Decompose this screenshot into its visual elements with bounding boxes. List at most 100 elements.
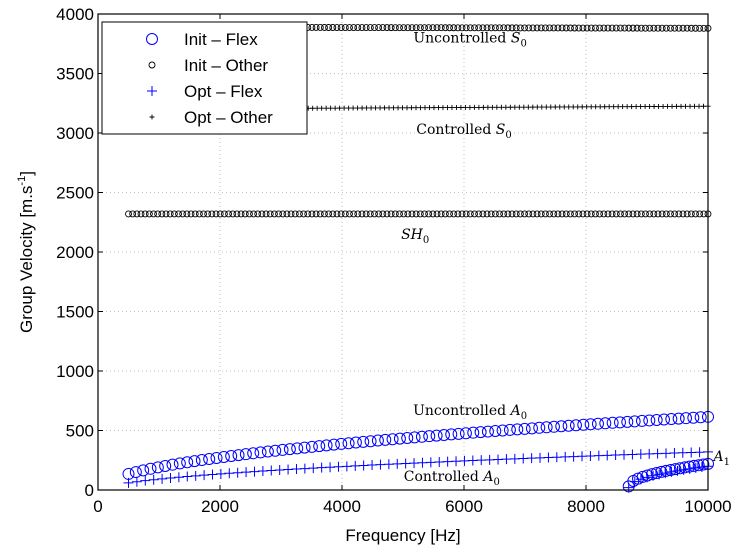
data-point (454, 24, 462, 32)
data-point (669, 103, 675, 109)
data-point (368, 105, 374, 111)
data-point (453, 105, 459, 111)
data-point (354, 210, 362, 218)
data-point (212, 210, 220, 218)
data-point (611, 104, 617, 110)
data-point (646, 24, 654, 32)
data-point (332, 105, 338, 111)
data-point (508, 210, 516, 218)
data-point (637, 24, 645, 32)
data-point (239, 448, 252, 461)
data-point (308, 210, 316, 218)
data-point (383, 210, 391, 218)
data-point (426, 105, 432, 111)
data-point (496, 424, 509, 437)
data-point (557, 104, 563, 110)
data-point (525, 422, 538, 435)
annotation-subscript: 0 (520, 39, 526, 50)
data-point (672, 412, 685, 425)
annotation-symbol: SH (401, 227, 424, 243)
data-point (541, 210, 549, 218)
data-point (669, 448, 680, 459)
data-point (471, 24, 478, 32)
data-point (359, 105, 365, 111)
data-point (467, 455, 478, 466)
data-point (313, 440, 326, 453)
data-point (283, 464, 294, 475)
data-point (619, 449, 630, 460)
data-point (675, 24, 683, 32)
data-point (541, 24, 549, 32)
data-point (566, 210, 574, 218)
x-tick-label: 10000 (684, 497, 731, 516)
annotation-label: Controlled A0 (404, 469, 500, 488)
data-point (476, 455, 487, 466)
data-point (429, 24, 437, 32)
data-point (604, 210, 612, 218)
legend-label: Init – Other (184, 56, 268, 75)
data-point (333, 210, 341, 218)
data-point (575, 210, 583, 218)
data-point (484, 454, 495, 465)
data-point (555, 420, 568, 433)
data-point (316, 24, 324, 31)
data-point (446, 210, 453, 218)
data-point (686, 447, 697, 458)
annotation-label: Uncontrolled A0 (413, 403, 527, 422)
data-point (481, 425, 494, 438)
data-point (616, 24, 624, 32)
data-point (170, 210, 178, 218)
data-point (308, 463, 319, 474)
data-point (371, 210, 378, 218)
data-point (225, 210, 233, 218)
data-point (508, 24, 516, 32)
data-point (487, 210, 495, 218)
data-point (577, 451, 588, 462)
data-point (654, 24, 662, 32)
data-point (512, 24, 520, 32)
data-point (270, 210, 278, 218)
data-point (257, 466, 268, 477)
data-point (677, 447, 688, 458)
data-point (608, 24, 616, 32)
data-point (534, 104, 540, 110)
data-point (656, 103, 662, 109)
data-point (654, 469, 665, 480)
data-point (458, 24, 466, 32)
data-point (441, 24, 449, 32)
data-point (166, 210, 174, 218)
data-point (471, 210, 478, 218)
data-point (462, 24, 470, 32)
annotation-subscript: 0 (493, 477, 499, 488)
data-point (593, 104, 599, 110)
data-point (674, 462, 687, 475)
data-point (633, 210, 641, 218)
data-point (188, 455, 201, 468)
data-point (700, 24, 708, 32)
data-point (560, 451, 571, 462)
data-point (337, 210, 345, 218)
data-point (395, 105, 401, 111)
data-point (396, 24, 403, 32)
data-point (579, 210, 587, 218)
data-point (628, 415, 641, 428)
data-point (500, 210, 508, 218)
annotation-text: Uncontrolled (413, 31, 511, 47)
data-point (133, 210, 141, 218)
data-point (400, 24, 408, 32)
data-point (391, 105, 397, 111)
data-point (413, 105, 419, 111)
data-point (225, 450, 238, 463)
data-point (662, 24, 670, 32)
data-point (687, 24, 695, 32)
data-point (624, 104, 630, 110)
data-point (266, 465, 277, 476)
data-point (173, 457, 186, 470)
data-point (203, 452, 216, 465)
data-point (375, 210, 383, 218)
annotation-label: Controlled S0 (416, 122, 512, 141)
data-point (635, 414, 648, 427)
data-point (237, 210, 245, 218)
data-point (599, 417, 612, 430)
data-point (678, 103, 684, 109)
